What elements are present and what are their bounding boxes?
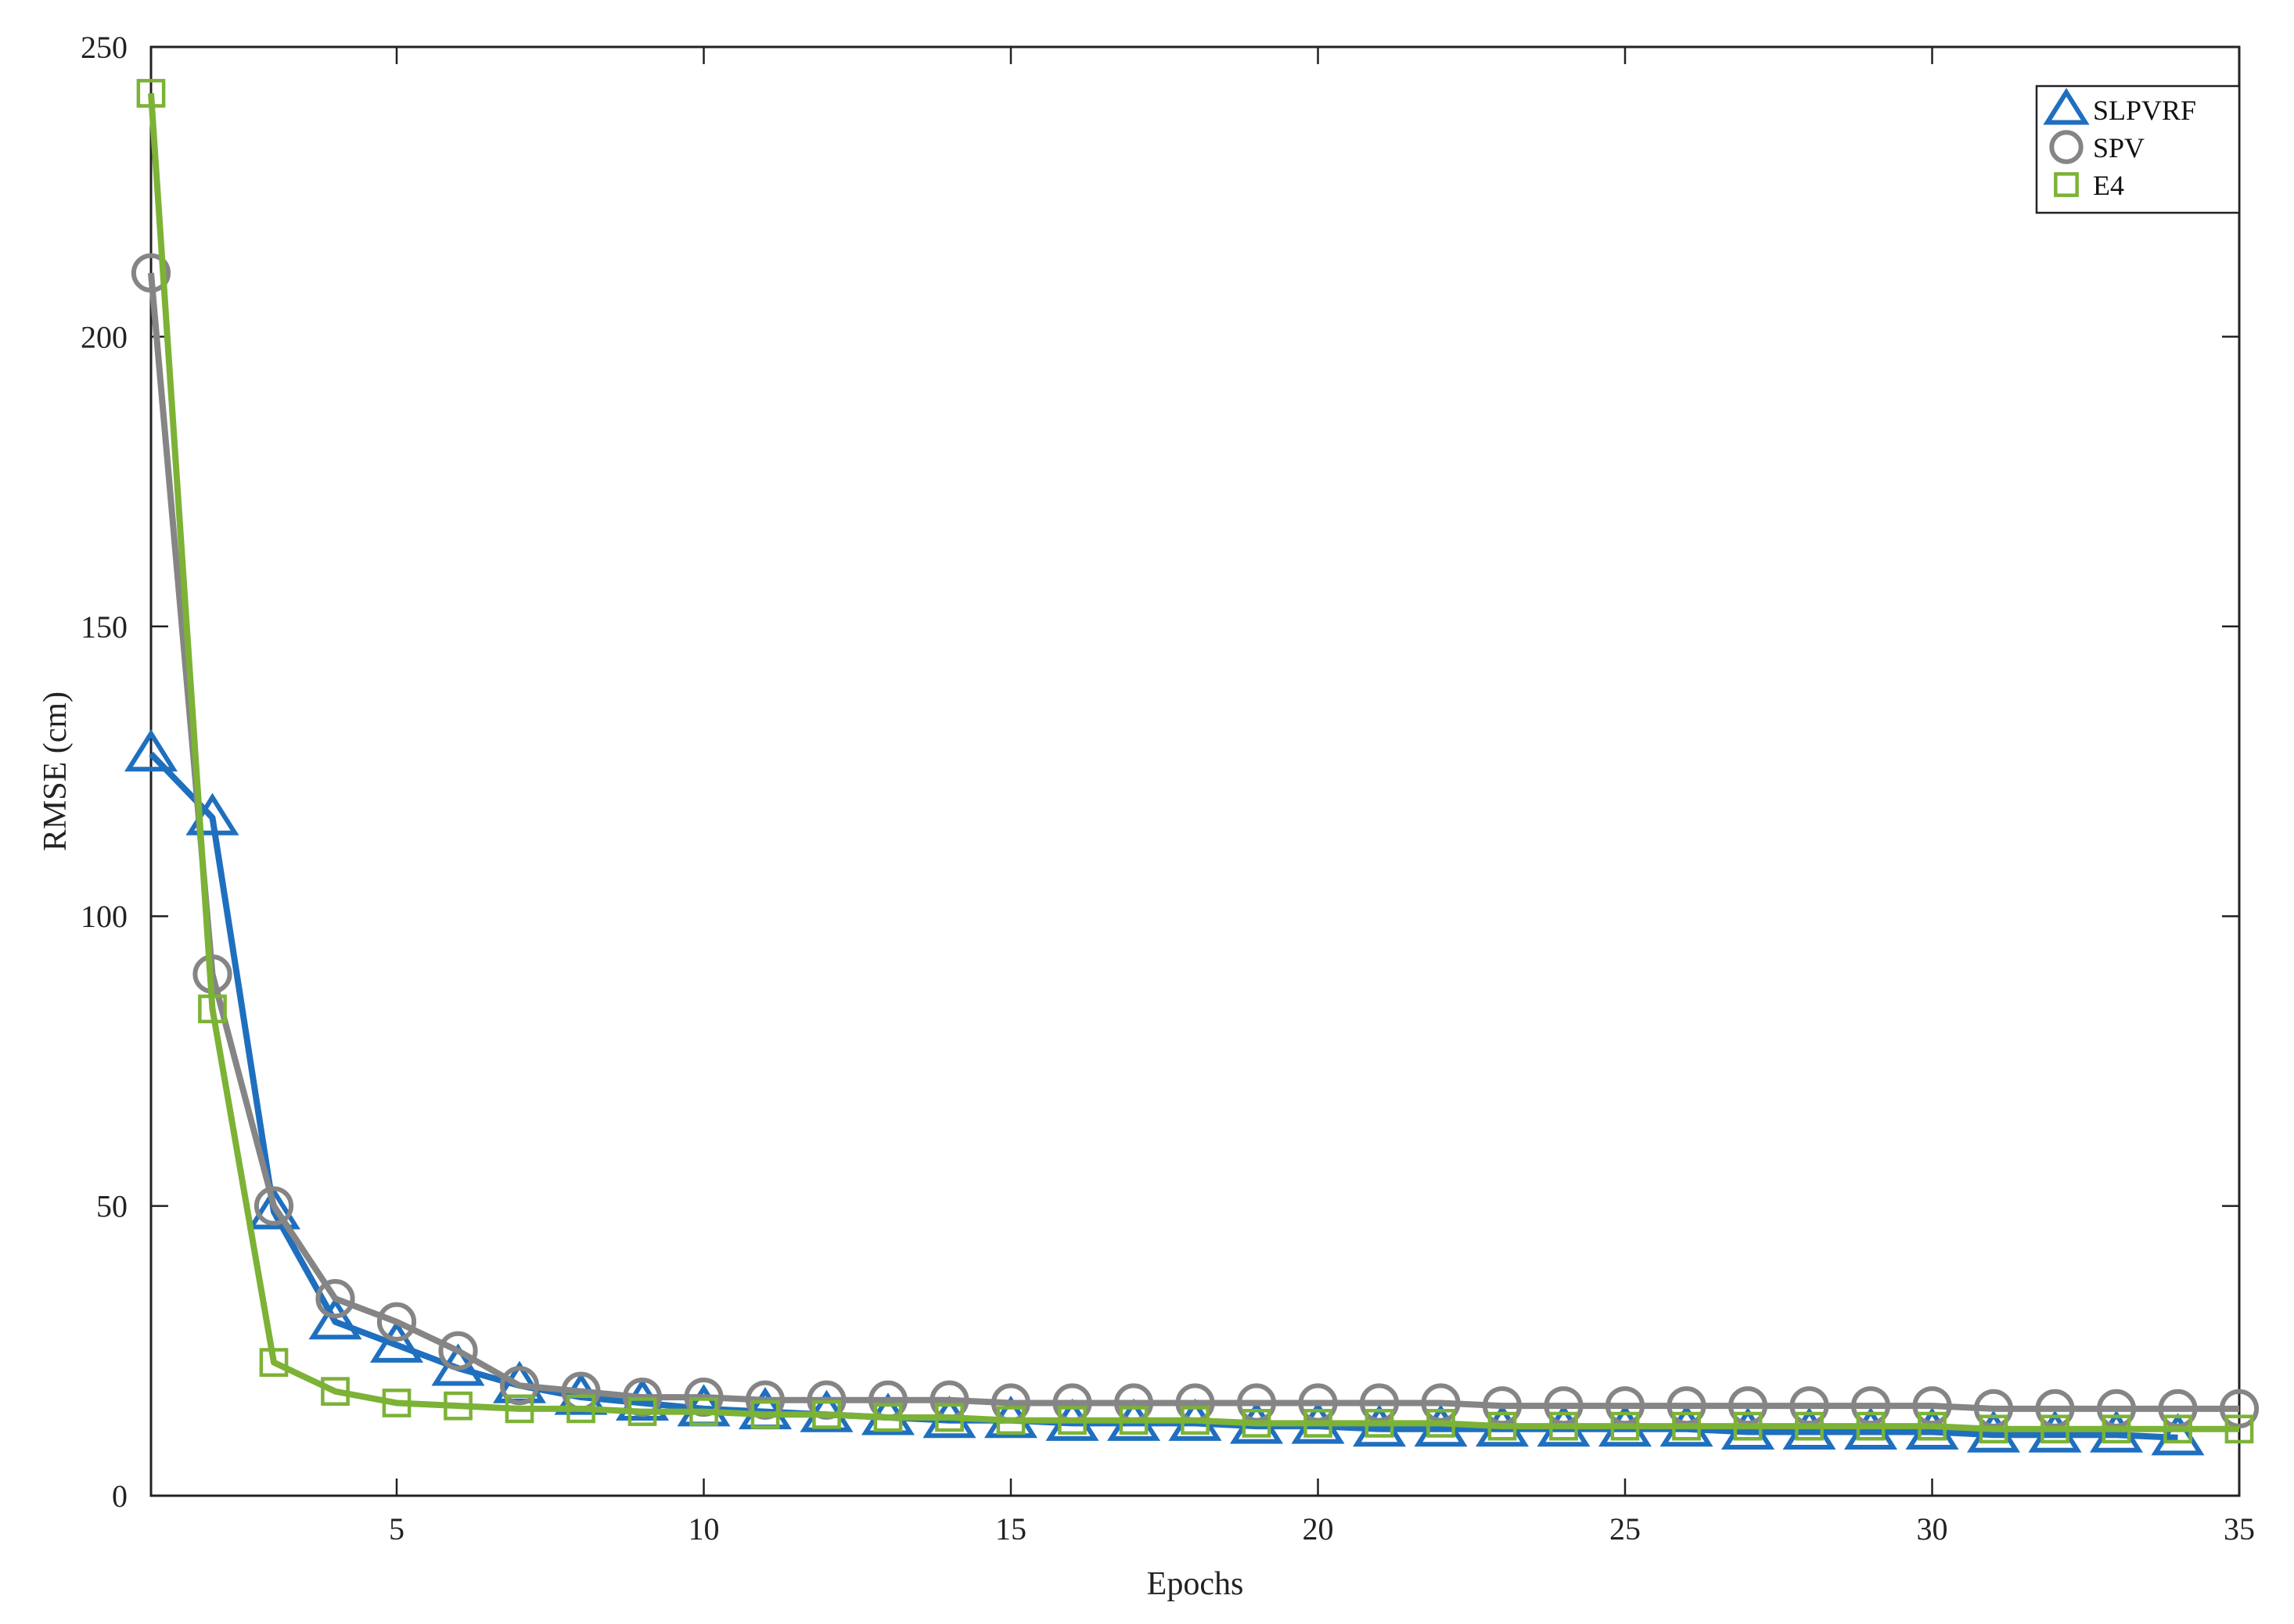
plot-area: [149, 45, 2241, 1497]
data-point: [136, 78, 166, 108]
data-point: [2049, 130, 2084, 164]
data-point: [2163, 1414, 2192, 1444]
data-point: [321, 1377, 350, 1407]
data-point: [1549, 1411, 1578, 1441]
legend-label: SPV: [2093, 132, 2145, 163]
data-point: [444, 1391, 473, 1421]
axis-ticks: 5 10 15 20 25 30 35 0 50 100 150 200 250: [81, 30, 2255, 1547]
legend-label: E4: [2093, 170, 2124, 201]
data-point: [996, 1406, 1026, 1435]
data-point: [198, 994, 227, 1024]
y-tick-label: 200: [81, 319, 128, 354]
y-tick-label: 0: [112, 1478, 128, 1514]
data-point: [2041, 1414, 2069, 1444]
data-point: [1487, 1411, 1517, 1441]
data-point: [499, 1366, 540, 1406]
data-point: [1733, 1411, 1763, 1441]
data-point: [308, 1297, 362, 1340]
series-line: [148, 272, 2239, 1412]
x-tick-label: 35: [2224, 1511, 2255, 1547]
x-axis-label: Epochs: [1147, 1566, 1244, 1602]
data-point: [1365, 1409, 1394, 1438]
data-point: [315, 1279, 355, 1319]
x-tick-label: 30: [1917, 1511, 1948, 1547]
data-point: [253, 1186, 294, 1226]
data-point: [124, 729, 178, 772]
legend-item-e4: E4: [2054, 170, 2124, 201]
data-point: [1242, 1409, 1271, 1438]
data-point: [369, 1320, 424, 1363]
data-point: [1672, 1411, 1701, 1441]
series-line: [148, 92, 2239, 1432]
data-point: [1979, 1414, 2008, 1444]
legend-item-spv: SPV: [2049, 130, 2145, 164]
data-point: [1856, 1411, 1886, 1441]
legend: SLPVRF SPV E4: [2035, 84, 2241, 214]
data-point: [259, 1348, 289, 1377]
data-point: [1303, 1409, 1332, 1438]
data-point: [750, 1399, 780, 1429]
data-point: [1058, 1406, 1087, 1435]
data-point: [2054, 172, 2079, 197]
y-axis-label: RMSE (cm): [38, 692, 74, 851]
data-point: [246, 1187, 301, 1230]
x-tick-label: 5: [389, 1511, 405, 1547]
x-tick-label: 25: [1609, 1511, 1641, 1547]
data-point: [1610, 1411, 1640, 1441]
data-point: [689, 1397, 718, 1426]
y-tick-label: 150: [81, 609, 128, 645]
data-point: [1426, 1409, 1455, 1438]
y-tick-label: 100: [81, 899, 128, 934]
series-e4: [136, 78, 2254, 1444]
series-layer: [124, 78, 2260, 1456]
data-point: [873, 1403, 903, 1432]
data-point: [566, 1394, 595, 1424]
data-point: [2043, 88, 2090, 125]
data-point: [1795, 1411, 1824, 1441]
data-point: [2102, 1414, 2131, 1444]
data-point: [1119, 1406, 1149, 1435]
data-point: [382, 1389, 412, 1417]
data-point: [2224, 1414, 2254, 1444]
data-point: [131, 253, 171, 293]
data-point: [438, 1331, 478, 1371]
data-point: [376, 1302, 417, 1342]
data-point: [1181, 1406, 1210, 1435]
y-tick-label: 50: [96, 1189, 128, 1224]
data-point: [1918, 1411, 1947, 1441]
x-tick-label: 15: [995, 1511, 1027, 1547]
data-point: [935, 1403, 964, 1432]
legend-label: SLPVRF: [2093, 95, 2196, 126]
data-point: [505, 1394, 534, 1424]
data-point: [627, 1397, 657, 1426]
data-point: [812, 1399, 841, 1429]
y-tick-label: 250: [81, 30, 128, 65]
x-tick-label: 20: [1303, 1511, 1334, 1547]
legend-box: [2035, 84, 2241, 214]
legend-item-slpvrf: SLPVRF: [2043, 88, 2196, 126]
x-tick-label: 10: [689, 1511, 720, 1547]
